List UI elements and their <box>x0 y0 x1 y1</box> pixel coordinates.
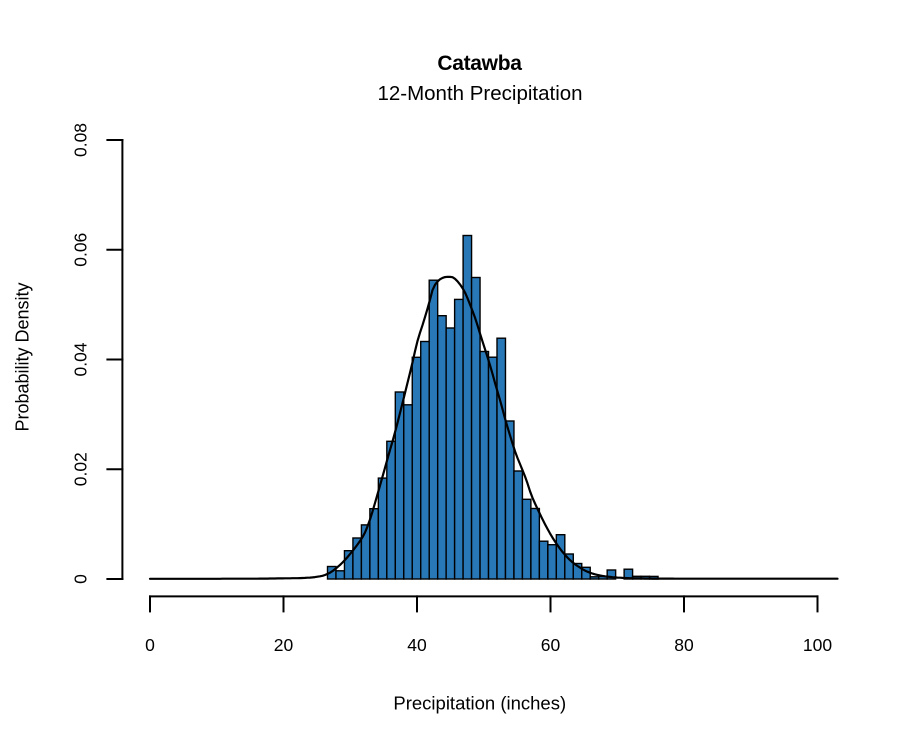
svg-text:0.02: 0.02 <box>71 452 91 486</box>
svg-text:80: 80 <box>674 635 694 655</box>
svg-text:100: 100 <box>803 635 832 655</box>
svg-text:40: 40 <box>407 635 427 655</box>
svg-text:60: 60 <box>541 635 561 655</box>
svg-text:0.04: 0.04 <box>71 342 91 376</box>
svg-text:Catawba: Catawba <box>437 52 522 75</box>
svg-text:20: 20 <box>274 635 294 655</box>
svg-text:0.08: 0.08 <box>71 123 91 157</box>
svg-text:Probability Density: Probability Density <box>12 282 32 431</box>
svg-text:12-Month Precipitation: 12-Month Precipitation <box>377 82 582 105</box>
svg-text:0: 0 <box>145 635 155 655</box>
svg-text:0.06: 0.06 <box>71 233 91 267</box>
svg-text:0: 0 <box>71 574 91 584</box>
svg-text:Precipitation (inches): Precipitation (inches) <box>393 693 566 714</box>
